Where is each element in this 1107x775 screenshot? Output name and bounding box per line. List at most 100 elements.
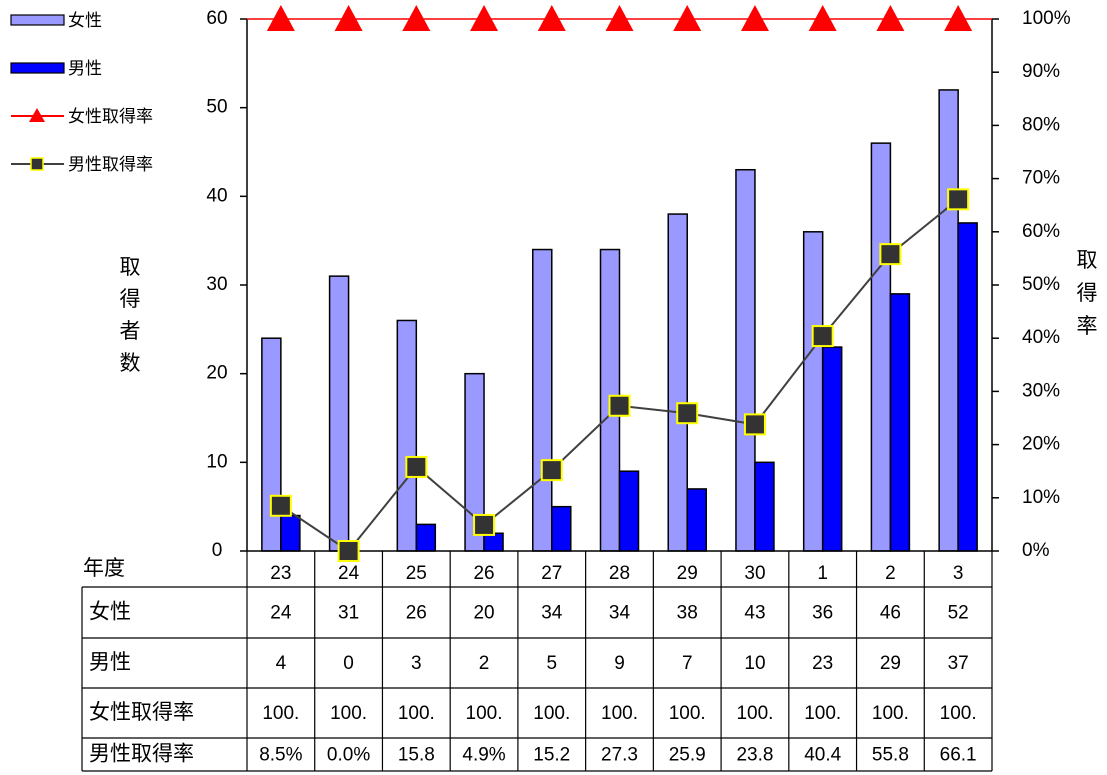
marker-male-rate-23 xyxy=(269,494,292,517)
y-axis-title-char-2: 者 xyxy=(120,319,141,343)
y-tick-label-right-90%: 90% xyxy=(1022,61,1060,82)
y2-axis-title-char-2: 率 xyxy=(1077,314,1098,338)
bar-female-25 xyxy=(396,319,418,552)
table-row-label-3: 男性取得率 xyxy=(89,742,194,766)
y-tick-label-right-10%: 10% xyxy=(1022,487,1060,508)
marker-female-rate-29 xyxy=(673,5,702,31)
table-cell-2-10: 100. xyxy=(940,703,977,724)
legend-label-1: 男性 xyxy=(68,59,102,79)
table-cell-3-7: 23.8 xyxy=(736,745,773,766)
table-cell-3-8: 40.4 xyxy=(804,745,841,766)
table-cell-2-4: 100. xyxy=(533,703,570,724)
marker-female-rate-24 xyxy=(334,5,363,31)
bar-female-23 xyxy=(261,337,282,552)
marker-male-rate-3 xyxy=(947,188,970,211)
table-cell-3-4: 15.2 xyxy=(533,745,570,766)
table-cell-3-10: 66.1 xyxy=(940,745,977,766)
table-category-3: 3 xyxy=(953,563,964,584)
y-tick-label-left-30: 30 xyxy=(206,274,227,295)
y-tick-label-left-40: 40 xyxy=(206,185,227,206)
table-cell-1-8: 23 xyxy=(812,653,833,674)
bar-male-30 xyxy=(754,461,775,552)
y-tick-label-right-70%: 70% xyxy=(1022,168,1060,189)
table-cell-1-6: 7 xyxy=(682,653,693,674)
marker-male-rate-30 xyxy=(743,413,766,436)
table-cell-0-6: 38 xyxy=(677,603,698,624)
y2-axis-title-char-1: 得 xyxy=(1077,281,1098,305)
y-axis-title-char-0: 取 xyxy=(120,255,141,279)
table-cell-0-7: 43 xyxy=(744,603,765,624)
table-category-26: 26 xyxy=(473,563,494,584)
table-cell-0-9: 46 xyxy=(880,603,901,624)
table-category-28: 28 xyxy=(609,563,630,584)
bar-male-2 xyxy=(889,293,911,552)
table-cell-3-3: 4.9% xyxy=(462,745,505,766)
table-cell-0-1: 31 xyxy=(338,603,359,624)
table-cell-1-3: 2 xyxy=(479,653,490,674)
y-tick-label-right-60%: 60% xyxy=(1022,221,1060,242)
y-tick-label-right-50%: 50% xyxy=(1022,274,1060,295)
table-cell-1-2: 3 xyxy=(411,653,422,674)
y-tick-label-left-50: 50 xyxy=(206,97,227,118)
y-tick-label-left-0: 0 xyxy=(212,540,223,561)
bar-male-28 xyxy=(618,470,640,552)
bar-male-1 xyxy=(821,346,843,552)
table-cell-0-5: 34 xyxy=(609,603,631,624)
y-tick-label-right-40%: 40% xyxy=(1022,327,1060,348)
table-cell-1-9: 29 xyxy=(880,653,901,674)
y-axis-title-char-1: 得 xyxy=(120,287,141,311)
table-cell-2-8: 100. xyxy=(804,703,841,724)
y-tick-label-right-0%: 0% xyxy=(1022,540,1050,561)
table-cell-2-0: 100. xyxy=(262,703,299,724)
marker-female-rate-3 xyxy=(944,5,973,31)
legend-label-0: 女性 xyxy=(68,11,102,31)
table-cell-1-4: 5 xyxy=(546,653,557,674)
legend-marker-3 xyxy=(30,157,44,171)
bar-female-1 xyxy=(802,231,824,552)
y-tick-label-left-60: 60 xyxy=(206,8,227,29)
y-axis-title-char-3: 数 xyxy=(120,351,141,375)
table-cell-2-1: 100. xyxy=(330,703,367,724)
bar-male-25 xyxy=(415,523,437,552)
table-cell-0-0: 24 xyxy=(270,603,292,624)
table-cell-1-1: 0 xyxy=(343,653,354,674)
y-tick-label-right-20%: 20% xyxy=(1022,434,1060,455)
table-category-27: 27 xyxy=(541,563,562,584)
y-tick-label-left-10: 10 xyxy=(206,451,227,472)
marker-male-rate-2 xyxy=(879,243,902,266)
bar-female-3 xyxy=(938,89,959,552)
marker-male-rate-28 xyxy=(608,394,631,417)
bar-female-30 xyxy=(735,168,756,552)
bar-male-29 xyxy=(686,488,707,552)
marker-female-rate-28 xyxy=(605,5,634,31)
table-category-30: 30 xyxy=(744,563,765,584)
legend-label-3: 男性取得率 xyxy=(68,155,153,175)
bar-male-3 xyxy=(957,222,978,552)
table-cell-2-7: 100. xyxy=(736,703,773,724)
marker-male-rate-27 xyxy=(540,459,563,482)
y-tick-label-right-30%: 30% xyxy=(1022,380,1060,401)
bar-female-2 xyxy=(870,142,892,552)
marker-female-rate-30 xyxy=(740,5,769,31)
table-cell-0-8: 36 xyxy=(812,603,833,624)
table-cell-1-0: 4 xyxy=(276,653,287,674)
table-cell-2-6: 100. xyxy=(669,703,706,724)
y2-axis-title-char-0: 取 xyxy=(1077,248,1098,272)
y-tick-label-right-100%: 100% xyxy=(1022,8,1071,29)
legend-label-2: 女性取得率 xyxy=(68,107,153,127)
legend-swatch-0 xyxy=(10,14,65,26)
table-cell-3-9: 55.8 xyxy=(872,745,909,766)
table-cell-3-1: 0.0% xyxy=(327,745,370,766)
marker-male-rate-26 xyxy=(473,513,496,536)
bar-female-24 xyxy=(328,275,350,552)
table-cell-2-2: 100. xyxy=(398,703,435,724)
table-cell-1-10: 37 xyxy=(948,653,969,674)
y-tick-label-right-80%: 80% xyxy=(1022,114,1060,135)
marker-female-rate-27 xyxy=(537,5,566,31)
table-header-label: 年度 xyxy=(83,556,125,580)
table-cell-1-5: 9 xyxy=(614,653,625,674)
marker-female-rate-26 xyxy=(470,5,499,31)
marker-female-rate-23 xyxy=(266,5,295,31)
table-category-29: 29 xyxy=(677,563,698,584)
